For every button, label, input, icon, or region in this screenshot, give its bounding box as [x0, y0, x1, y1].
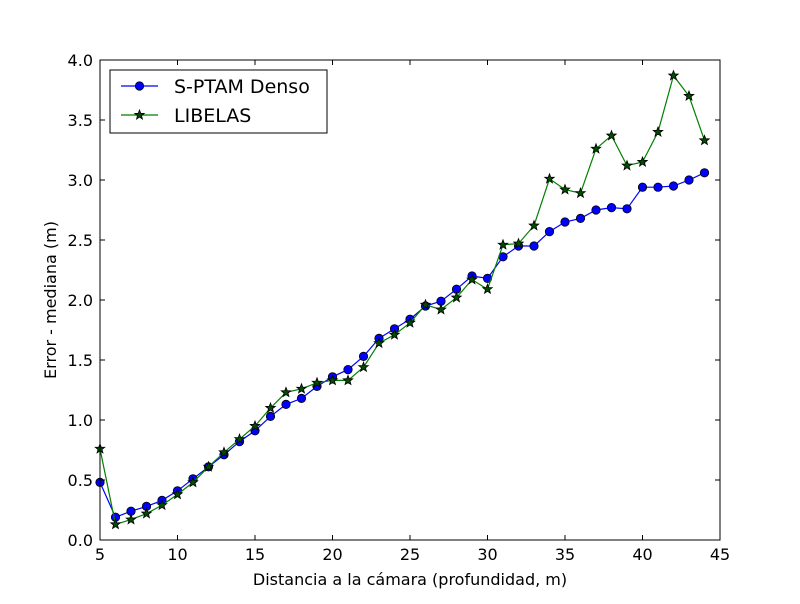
y-tick-label: 0.5 [68, 471, 93, 490]
data-point-libelas [652, 125, 664, 137]
data-point-libelas [605, 129, 618, 141]
data-point-s-ptam-denso [281, 399, 291, 409]
data-point-libelas [202, 460, 215, 472]
data-point-libelas [528, 219, 540, 231]
data-point-libelas [667, 69, 680, 81]
data-point-libelas [559, 183, 571, 195]
data-point-libelas [450, 291, 463, 303]
y-tick-label: 3.5 [68, 111, 93, 130]
data-point-libelas [388, 328, 401, 340]
x-tick-label: 40 [632, 545, 652, 564]
legend-label-s-ptam-denso: S-PTAM Denso [174, 76, 310, 98]
data-point-libelas [125, 513, 137, 525]
data-point-libelas [109, 518, 122, 530]
legend-box [109, 69, 328, 134]
data-point-libelas [698, 134, 711, 146]
data-point-s-ptam-denso [622, 204, 632, 214]
x-tick-label: 35 [555, 545, 575, 564]
data-point-libelas [311, 376, 323, 388]
data-point-s-ptam-denso [265, 411, 276, 421]
data-point-s-ptam-denso [591, 205, 601, 215]
x-axis-label: Distancia a la cámara (profundidad, m) [253, 570, 567, 589]
legend-marker-shape [134, 81, 145, 91]
x-tick-label: 15 [245, 545, 265, 564]
data-point-libelas [512, 237, 525, 249]
data-point-libelas [187, 476, 199, 488]
data-point-libelas [357, 361, 370, 373]
data-point-libelas [497, 238, 509, 250]
y-tick-label: 1.0 [68, 411, 93, 430]
data-point-libelas [249, 419, 261, 431]
y-tick-label: 2.0 [68, 291, 93, 310]
data-point-libelas [683, 89, 695, 101]
data-point-libelas [156, 499, 168, 511]
data-point-s-ptam-denso [637, 182, 648, 192]
data-point-libelas [404, 316, 416, 328]
x-tick-label: 5 [95, 545, 105, 564]
chart-marks [94, 69, 711, 530]
data-point-s-ptam-denso [358, 351, 369, 361]
data-point-s-ptam-denso [575, 213, 586, 223]
legend-marker-libelas [133, 108, 146, 120]
series-line-libelas [99, 74, 706, 526]
series-s-ptam-denso [95, 168, 710, 522]
data-point-s-ptam-denso [343, 364, 353, 375]
data-point-s-ptam-denso [544, 227, 555, 237]
x-tick-label: 20 [322, 545, 342, 564]
data-point-s-ptam-denso [684, 175, 694, 185]
data-point-libelas [280, 386, 292, 398]
data-point-libelas [295, 382, 308, 394]
y-tick-label: 0.0 [68, 531, 93, 550]
data-point-libelas [466, 273, 478, 285]
legend-marker-shape [133, 108, 146, 120]
data-point-libelas [342, 374, 354, 386]
data-point-libelas [621, 159, 633, 171]
data-point-libelas [264, 401, 277, 413]
x-tick-label: 25 [400, 545, 420, 564]
legend-label-libelas: LIBELAS [174, 105, 251, 127]
y-axis-label: Error - mediana (m) [41, 221, 60, 379]
y-tick-label: 1.5 [68, 351, 93, 370]
data-point-libelas [481, 283, 494, 295]
data-point-s-ptam-denso [699, 168, 710, 178]
x-tick-label: 45 [710, 545, 730, 564]
data-point-s-ptam-denso [529, 241, 539, 251]
data-point-libelas [543, 172, 556, 184]
data-point-libelas [373, 337, 385, 349]
y-tick-label: 3.0 [68, 171, 93, 190]
x-tick-label: 30 [477, 545, 497, 564]
data-point-libelas [140, 507, 153, 519]
x-tick-label: 10 [167, 545, 187, 564]
data-point-s-ptam-denso [653, 182, 663, 192]
data-point-libelas [636, 155, 649, 167]
series-line-s-ptam-denso [99, 172, 705, 518]
legend: S-PTAM Denso LIBELAS [109, 69, 328, 134]
legend-marker-s-ptam-denso [134, 81, 145, 91]
y-tick-label: 2.5 [68, 231, 93, 250]
x-axis: 5 10 15 20 25 30 35 40 45 [95, 60, 730, 564]
data-point-libelas [590, 142, 602, 154]
data-point-libelas [574, 187, 587, 199]
data-point-s-ptam-denso [606, 203, 617, 213]
y-tick-label: 4.0 [68, 51, 93, 70]
data-point-libelas [233, 433, 246, 445]
data-point-libelas [419, 298, 432, 310]
data-point-libelas [435, 303, 447, 315]
data-point-libelas [218, 446, 230, 458]
data-point-s-ptam-denso [668, 181, 679, 191]
data-point-libelas [171, 488, 184, 500]
data-point-s-ptam-denso [560, 217, 570, 227]
y-axis: 0.0 0.5 1.0 1.5 2.0 2.5 3.0 3.5 4.0 [68, 51, 720, 550]
data-point-libelas [326, 374, 339, 386]
data-point-s-ptam-denso [296, 393, 307, 403]
series-libelas [94, 69, 711, 530]
